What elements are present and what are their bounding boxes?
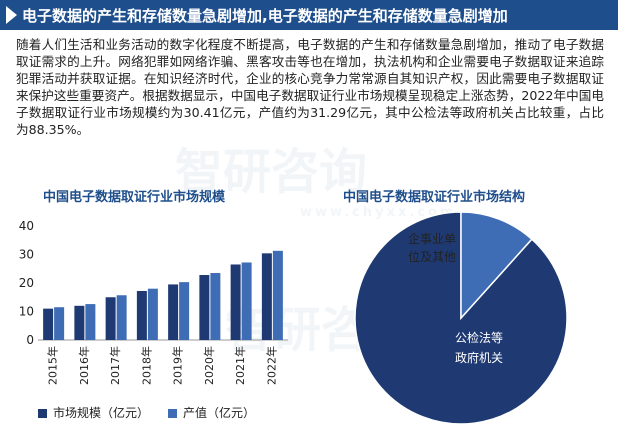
x-tick-label: 2022年 [264,346,278,385]
bar-output-value [210,273,221,340]
bar-market-size [136,290,147,340]
x-tick-label: 2020年 [202,346,216,385]
pie-label-government: 公检法等 [455,330,503,345]
x-tick-label: 2019年 [171,346,185,385]
bar-output-value [116,295,127,340]
header-bar: 电子数据的产生和存储数量急剧增加,电子数据的产生和存储数量急剧增加 [0,0,618,30]
bar-market-size [230,264,241,340]
legend-item-series-1: 市场规模（亿元） [38,404,149,421]
x-tick-label: 2021年 [233,346,247,385]
bar-output-value [54,307,65,340]
pie-label-enterprise: 位及其他 [408,249,456,264]
x-tick-label: 2016年 [77,346,91,385]
bar-output-value [147,288,158,340]
pie-chart-title: 中国电子数据取证行业市场结构 [343,190,526,205]
y-tick-label: 10 [19,305,34,319]
legend-swatch-1 [38,409,47,418]
bar-market-size [168,284,179,340]
bar-market-size [43,308,54,340]
bar-market-size [74,305,85,340]
bar-output-value [272,250,283,340]
x-tick-label: 2018年 [139,346,153,385]
legend-label-2: 产值（亿元） [183,406,256,420]
intro-paragraph: 随着人们生活和业务活动的数字化程度不断提高，电子数据的产生和存储数量急剧增加，推… [16,37,604,137]
x-tick-label: 2015年 [46,346,60,385]
legend-item-series-2: 产值（亿元） [168,404,255,421]
page-title: 电子数据的产生和存储数量急剧增加,电子数据的产生和存储数量急剧增加 [22,7,508,25]
bar-output-value [85,304,96,340]
y-tick-label: 0 [26,333,34,347]
bar-market-size [199,275,210,340]
legend-label-1: 市场规模（亿元） [53,406,150,420]
pie-label-enterprise: 企事业单 [408,231,456,246]
bar-market-size [105,297,116,340]
triangle-icon [6,6,17,24]
x-tick-label: 2017年 [108,346,122,385]
bar-output-value [179,282,190,340]
y-tick-label: 20 [19,276,34,290]
pie-slice-enterprise [460,211,533,320]
y-tick-label: 40 [19,219,34,233]
legend-swatch-2 [168,409,177,418]
pie-label-government: 政府机关 [455,350,503,365]
bar-market-size [261,253,272,340]
bar-chart-title: 中国电子数据取证行业市场规模 [43,190,226,205]
y-tick-label: 30 [19,248,34,262]
bar-output-value [241,262,252,340]
